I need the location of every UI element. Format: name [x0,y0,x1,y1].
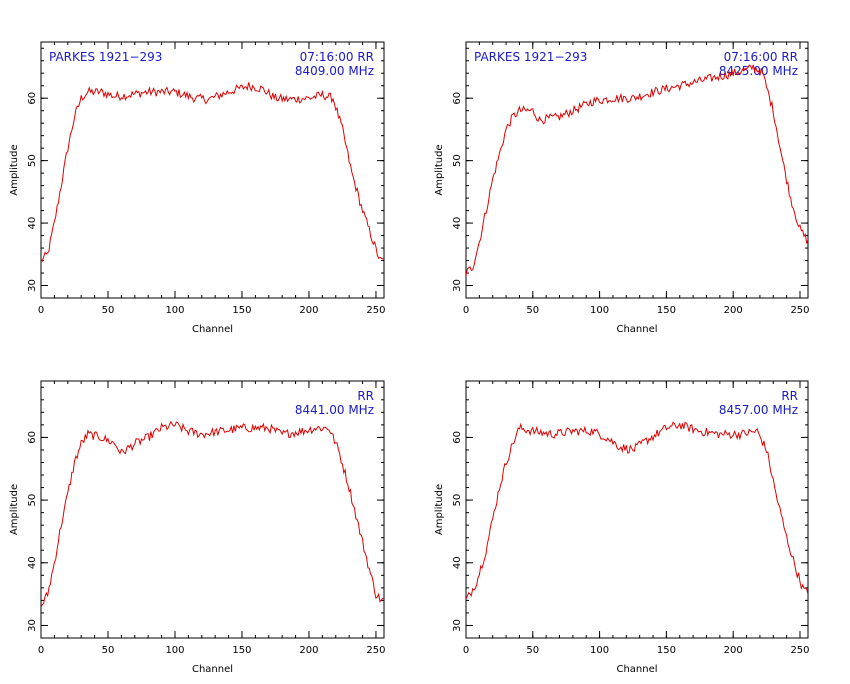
amplitude-series-line [466,64,808,276]
x-tick-label: 250 [366,305,385,316]
x-tick-label: 50 [102,645,115,656]
y-tick-label: 60 [452,431,463,444]
y-tick-label: 40 [27,556,38,569]
y-tick-label: 60 [452,92,463,105]
x-tick-label: 50 [526,305,539,316]
y-tick-label: 30 [27,619,38,632]
x-tick-label: 150 [657,645,676,656]
y-axis-label: Amplitude [9,144,20,195]
axes-frame [465,380,809,639]
x-tick-label: 150 [657,305,676,316]
x-tick-label: 250 [790,305,809,316]
y-tick-label: 50 [452,494,463,507]
panel-bottom-left: 0 50 100 150 200 250 30 40 50 60 Channel Amplitude R… [9,380,386,675]
x-tick-label: 250 [790,645,809,656]
amplitude-series-line [466,421,808,600]
amplitude-series-line [41,420,384,608]
x-tick-label: 0 [463,305,469,316]
y-axis-label: Amplitude [434,144,445,195]
x-tick-label: 250 [366,645,385,656]
x-tick-label: 0 [38,305,44,316]
x-tick-label: 150 [232,305,251,316]
y-tick-label: 50 [27,154,38,167]
y-tick-label: 60 [27,92,38,105]
time-polarization-label: RR [781,389,798,403]
frequency-label: 8409.00 MHz [295,64,374,78]
y-tick-label: 40 [452,217,463,230]
frequency-label: 8441.00 MHz [295,403,374,417]
y-tick-label: 50 [452,154,463,167]
frequency-label: 8457.00 MHz [719,403,798,417]
x-tick-label: 0 [463,645,469,656]
panel-top-left: 0 50 100 150 200 250 30 40 50 60 Channel Amplitude P… [9,41,386,335]
y-tick-label: 40 [27,217,38,230]
y-tick-label: 30 [452,279,463,292]
x-axis-label: Channel [616,664,657,675]
x-tick-label: 100 [165,305,184,316]
x-axis-label: Channel [616,324,657,335]
x-tick-label: 200 [724,645,743,656]
x-tick-label: 50 [526,645,539,656]
y-tick-label: 40 [452,556,463,569]
x-tick-label: 200 [299,645,318,656]
x-tick-label: 200 [724,305,743,316]
y-tick-label: 30 [27,279,38,292]
axes-frame [465,41,809,299]
x-axis-label: Channel [192,324,233,335]
panel-top-right: 0 50 100 150 200 250 30 40 50 60 Channel Amplitude P… [434,41,810,335]
x-tick-label: 50 [102,305,115,316]
y-axis-label: Amplitude [434,484,445,535]
panel-bottom-right: 0 50 100 150 200 250 30 40 50 60 Channel Amplitude R… [434,380,810,675]
y-tick-label: 50 [27,494,38,507]
time-polarization-label: 07:16:00 RR [724,50,798,64]
y-tick-label: 60 [27,431,38,444]
axes-frame [40,380,385,639]
x-tick-label: 150 [232,645,251,656]
time-polarization-label: RR [357,389,374,403]
x-axis-label: Channel [192,664,233,675]
x-tick-label: 100 [590,645,609,656]
source-label: PARKES 1921−293 [474,50,587,64]
time-polarization-label: 07:16:00 RR [300,50,374,64]
x-tick-label: 100 [165,645,184,656]
x-tick-label: 200 [299,305,318,316]
x-tick-label: 0 [38,645,44,656]
y-axis-label: Amplitude [9,484,20,535]
source-label: PARKES 1921−293 [49,50,162,64]
y-tick-label: 30 [452,619,463,632]
x-tick-label: 100 [590,305,609,316]
amplitude-series-line [41,82,384,263]
axes-frame [40,41,385,299]
